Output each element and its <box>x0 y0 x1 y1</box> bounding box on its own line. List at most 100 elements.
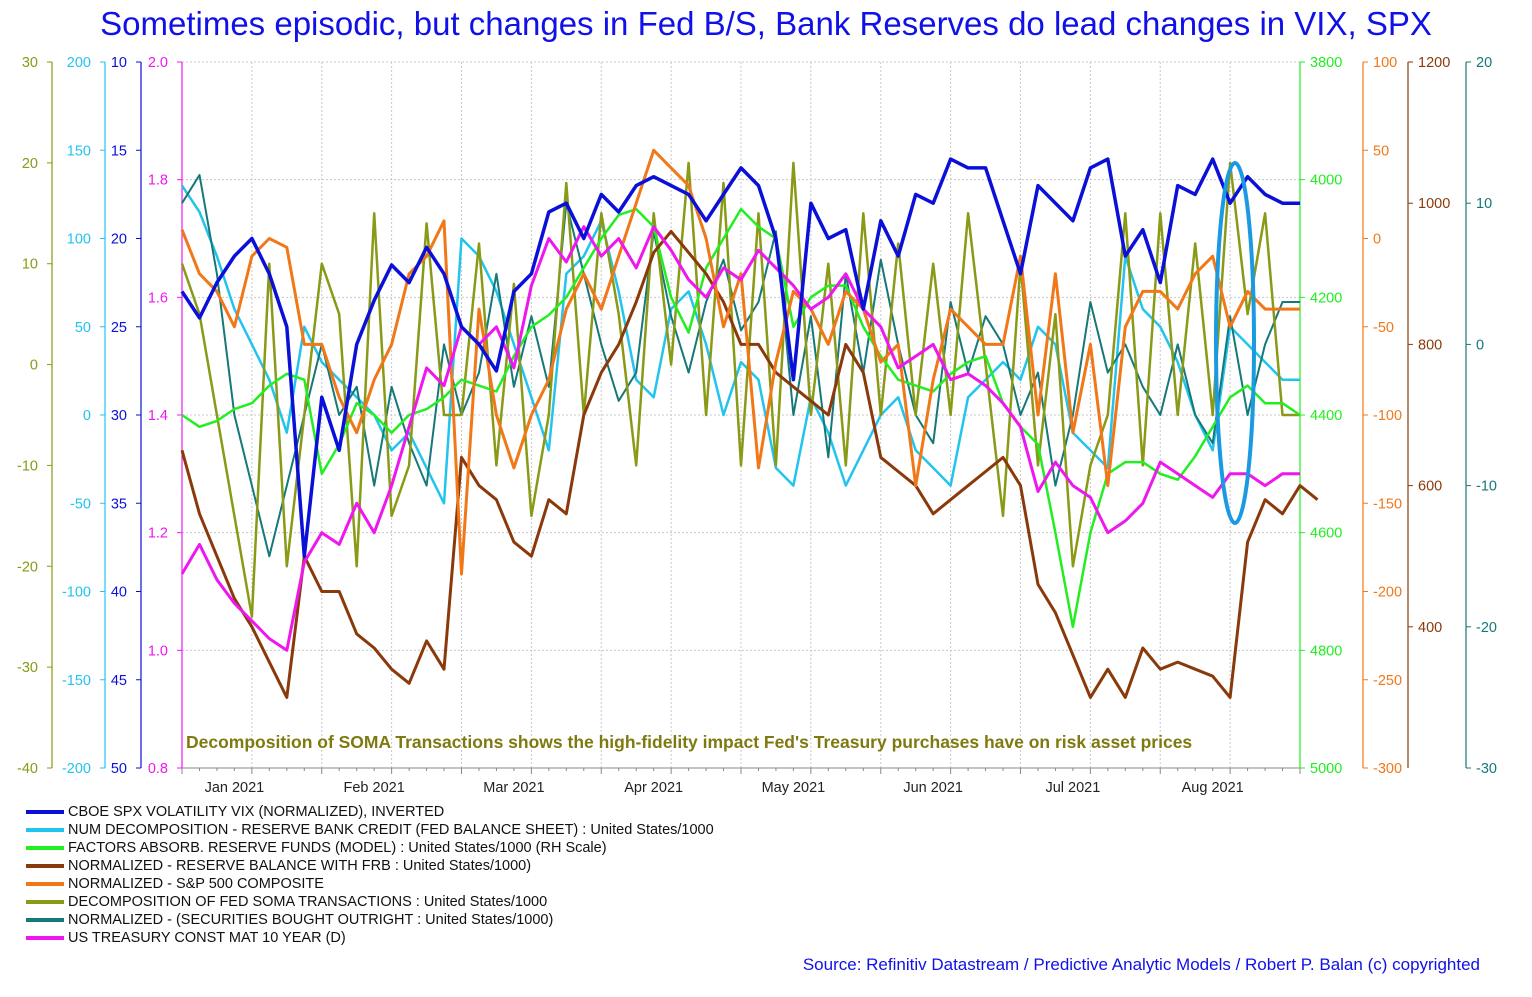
axis-label-soma: 10 <box>22 257 38 273</box>
axis-label-rbc: -200 <box>62 761 91 777</box>
axis-label-rbc: -100 <box>62 585 91 601</box>
axis-label-vix: 45 <box>111 673 127 689</box>
axis-label-frb: 1000 <box>1418 196 1450 212</box>
axis-label-rbc: -50 <box>70 496 91 512</box>
axis-label-sec: 10 <box>1476 196 1492 212</box>
axis-label-ust10: 0.8 <box>148 761 168 777</box>
axis-label-vix: 10 <box>111 55 127 71</box>
axis-label-sec: 0 <box>1476 337 1484 353</box>
axes: Jan 2021 Feb 2021 Mar 2021 Apr 2021 May 2021… <box>17 55 1497 796</box>
axis-label-far: 4200 <box>1310 290 1342 306</box>
axis-label-vix: 20 <box>111 232 127 248</box>
axis-label-soma: -20 <box>17 559 38 575</box>
x-tick-label: Jul 2021 <box>1045 780 1100 796</box>
axis-label-vix: 40 <box>111 585 127 601</box>
legend-swatch <box>26 936 64 940</box>
axis-label-spx: 100 <box>1373 55 1397 71</box>
axis-label-spx: -250 <box>1373 673 1402 689</box>
legend-item: NORMALIZED - (SECURITIES BOUGHT OUTRIGHT… <box>26 911 714 929</box>
axis-label-rbc: 100 <box>67 232 91 248</box>
x-tick-label: Jun 2021 <box>903 780 963 796</box>
x-tick-label: Apr 2021 <box>624 780 683 796</box>
legend-swatch <box>26 900 64 904</box>
legend-item: NUM DECOMPOSITION - RESERVE BANK CREDIT … <box>26 821 714 839</box>
series-line-7 <box>180 225 1300 652</box>
legend-item: DECOMPOSITION OF FED SOMA TRANSACTIONS :… <box>26 893 714 911</box>
axis-label-far: 5000 <box>1310 761 1342 777</box>
legend: CBOE SPX VOLATILITY VIX (NORMALIZED), IN… <box>26 803 714 947</box>
axis-label-vix: 50 <box>111 761 127 777</box>
chart-annotation: Decomposition of SOMA Transactions shows… <box>186 732 1193 752</box>
axis-label-vix: 35 <box>111 496 127 512</box>
axis-label-soma: -30 <box>17 660 38 676</box>
axis-label-frb: 800 <box>1418 337 1442 353</box>
x-tick-label: May 2021 <box>762 780 826 796</box>
legend-swatch <box>26 828 64 832</box>
legend-item: FACTORS ABSORB. RESERVE FUNDS (MODEL) : … <box>26 839 714 857</box>
axis-label-ust10: 1.6 <box>148 290 168 306</box>
axis-label-rbc: 150 <box>67 143 91 159</box>
legend-swatch <box>26 918 64 922</box>
axis-label-frb: 1200 <box>1418 55 1450 71</box>
legend-label: US TREASURY CONST MAT 10 YEAR (D) <box>68 930 346 946</box>
axis-label-ust10: 1.8 <box>148 173 168 189</box>
source-note: Source: Refinitiv Datastream / Predictiv… <box>802 955 1480 974</box>
legend-swatch <box>26 864 64 868</box>
series-group <box>180 148 1319 699</box>
axis-label-far: 4400 <box>1310 408 1342 424</box>
x-tick-label: Jan 2021 <box>205 780 265 796</box>
axis-label-vix: 15 <box>111 143 127 159</box>
legend-label: NUM DECOMPOSITION - RESERVE BANK CREDIT … <box>68 822 714 838</box>
axis-label-rbc: -150 <box>62 673 91 689</box>
x-tick-label: Mar 2021 <box>483 780 544 796</box>
axis-label-spx: 50 <box>1373 143 1389 159</box>
legend-item: CBOE SPX VOLATILITY VIX (NORMALIZED), IN… <box>26 803 714 821</box>
axis-label-soma: 0 <box>30 358 38 374</box>
legend-label: NORMALIZED - S&P 500 COMPOSITE <box>68 876 324 892</box>
series-line-2 <box>181 207 1301 629</box>
legend-label: CBOE SPX VOLATILITY VIX (NORMALIZED), IN… <box>68 804 445 820</box>
series-line-3 <box>180 229 1319 699</box>
axis-label-rbc: 200 <box>67 55 91 71</box>
x-tick-label: Feb 2021 <box>344 780 405 796</box>
axis-label-soma: 20 <box>22 156 38 172</box>
axis-label-sec: -30 <box>1476 761 1497 777</box>
axis-label-rbc: 50 <box>75 320 91 336</box>
axis-label-vix: 25 <box>111 320 127 336</box>
axis-label-sec: 20 <box>1476 55 1492 71</box>
axis-label-spx: -50 <box>1373 320 1394 336</box>
series-line-4 <box>180 148 1300 576</box>
series-line-6 <box>181 174 1300 558</box>
axis-label-soma: -40 <box>17 761 38 777</box>
axis-label-frb: 400 <box>1418 620 1442 636</box>
axis-label-rbc: 0 <box>83 408 91 424</box>
legend-swatch <box>26 882 64 886</box>
axis-label-far: 4800 <box>1310 643 1342 659</box>
axis-label-spx: -150 <box>1373 496 1402 512</box>
axis-label-soma: 30 <box>22 55 38 71</box>
legend-label: NORMALIZED - (SECURITIES BOUGHT OUTRIGHT… <box>68 912 554 928</box>
axis-label-ust10: 2.0 <box>148 55 168 71</box>
axis-label-sec: -20 <box>1476 620 1497 636</box>
axis-label-spx: -200 <box>1373 585 1402 601</box>
axis-label-far: 4600 <box>1310 526 1342 542</box>
chart-title: Sometimes episodic, but changes in Fed B… <box>100 5 1432 42</box>
axis-label-frb: 600 <box>1418 479 1442 495</box>
axis-label-ust10: 1.4 <box>148 408 168 424</box>
x-tick-label: Aug 2021 <box>1182 780 1244 796</box>
axis-label-far: 3800 <box>1310 55 1342 71</box>
legend-swatch <box>26 846 64 850</box>
axis-label-spx: -100 <box>1373 408 1402 424</box>
axis-label-spx: -300 <box>1373 761 1402 777</box>
series-line-5 <box>180 161 1300 618</box>
legend-item: NORMALIZED - S&P 500 COMPOSITE <box>26 875 714 893</box>
legend-label: FACTORS ABSORB. RESERVE FUNDS (MODEL) : … <box>68 840 607 856</box>
series-line-0 <box>180 157 1300 558</box>
legend-label: DECOMPOSITION OF FED SOMA TRANSACTIONS :… <box>68 894 548 910</box>
axis-label-spx: 0 <box>1373 232 1381 248</box>
legend-item: US TREASURY CONST MAT 10 YEAR (D) <box>26 929 714 947</box>
axis-label-vix: 30 <box>111 408 127 424</box>
highlight-ellipse <box>1214 161 1256 525</box>
series-line-1 <box>180 184 1300 505</box>
